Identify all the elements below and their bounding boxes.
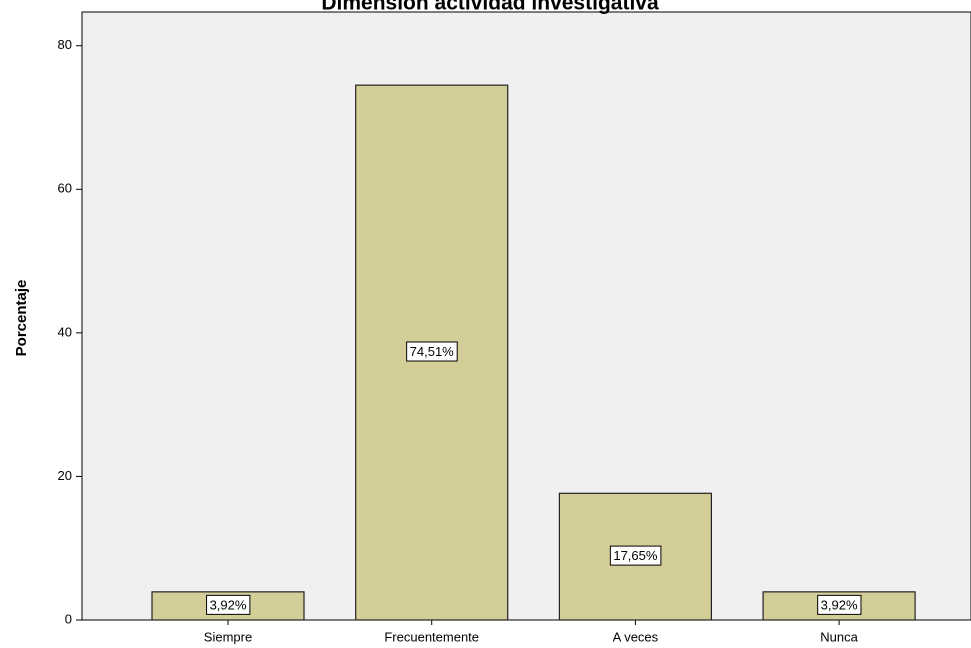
x-tick-label: A veces <box>613 629 659 644</box>
value-label-box <box>609 545 662 566</box>
chart-title: Dimensión actividad investigativa <box>321 0 659 15</box>
y-tick-label: 0 <box>65 611 72 626</box>
value-label: 17,65% <box>613 548 658 563</box>
y-tick-label: 60 <box>58 181 72 196</box>
y-tick-label: 40 <box>58 324 72 339</box>
x-tick-label: Frecuentemente <box>384 629 479 644</box>
value-label-box <box>206 594 251 615</box>
x-tick-label: Siempre <box>204 629 252 644</box>
value-label: 3,92% <box>210 597 247 612</box>
value-label: 74,51% <box>410 344 455 359</box>
value-label-box <box>406 341 458 362</box>
x-tick-label: Nunca <box>820 629 858 644</box>
y-axis-label: Porcentaje <box>13 280 30 357</box>
y-tick-label: 20 <box>58 468 72 483</box>
value-label: 3,92% <box>821 597 858 612</box>
plot-area <box>81 11 971 621</box>
y-tick-label: 80 <box>58 37 72 52</box>
value-label-box <box>817 594 862 615</box>
